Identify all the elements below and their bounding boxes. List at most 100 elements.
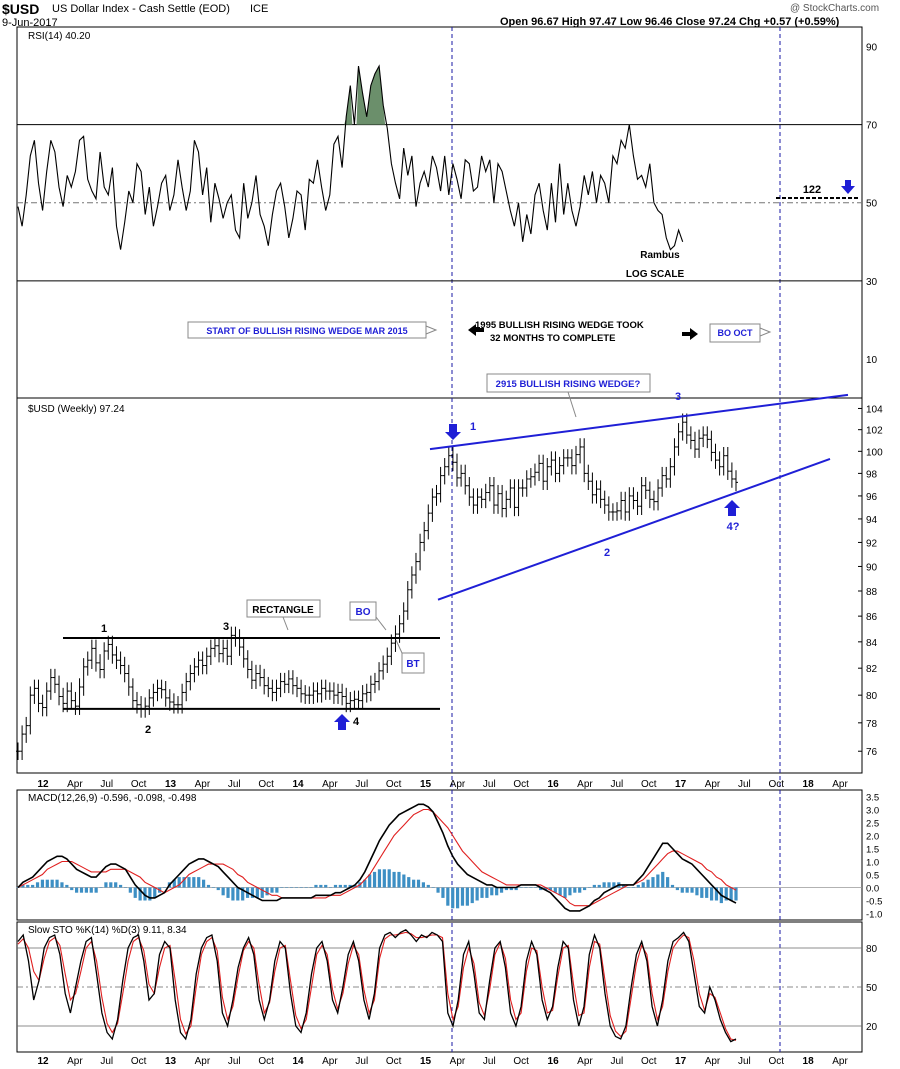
- macd-hist-bar: [84, 887, 88, 893]
- symbol: $USD: [2, 1, 40, 17]
- x-axis-label: Oct: [258, 779, 274, 790]
- stoch-d-line: [17, 931, 737, 1041]
- rsi-line: [17, 64, 684, 251]
- exchange: ICE: [250, 3, 269, 15]
- macd-hist-bar: [241, 887, 245, 901]
- stoch-tick-label: 20: [866, 1022, 878, 1033]
- macd-hist-bar: [75, 887, 79, 893]
- macd-hist-bar: [602, 882, 606, 888]
- macd-hist-bar: [529, 887, 533, 888]
- price-tick-label: 100: [866, 447, 883, 458]
- macd-hist-bar: [192, 877, 196, 888]
- x-axis-label-bottom: Oct: [513, 1056, 529, 1067]
- bo-pointer: [375, 616, 387, 631]
- macd-line: [17, 803, 737, 912]
- x-axis-label-bottom: Oct: [131, 1056, 147, 1067]
- macd-hist-bar: [31, 884, 35, 888]
- macd-hist-bar: [519, 887, 523, 888]
- x-axis-label: 13: [165, 779, 177, 790]
- macd-hist-bar: [65, 884, 69, 888]
- up-arrow-icon: [724, 500, 740, 516]
- x-axis-label-bottom: Apr: [195, 1056, 211, 1067]
- macd-hist-bar: [275, 887, 279, 893]
- macd-hist-bar: [128, 887, 132, 893]
- macd-hist-bar: [504, 887, 509, 891]
- x-axis-label-bottom: Apr: [705, 1056, 721, 1067]
- x-axis-label: Apr: [67, 779, 83, 790]
- macd-hist-bar: [123, 887, 128, 888]
- macd-hist-bar: [670, 884, 675, 888]
- x-axis-label: 14: [292, 779, 304, 790]
- macd-hist-bar: [260, 887, 264, 898]
- macd-hist-bar: [99, 887, 103, 888]
- macd-hist-bar: [35, 882, 40, 888]
- macd-hist-bar: [104, 882, 108, 888]
- start-wedge-pointer: [425, 325, 438, 335]
- wave-point-label-7: 4?: [727, 521, 740, 533]
- macd-hist-bar: [387, 869, 391, 888]
- macd-hist-bar: [133, 887, 137, 898]
- macd-hist-bar: [153, 887, 157, 898]
- x-axis-label: 12: [37, 779, 49, 790]
- x-axis-label-bottom: Jul: [228, 1056, 241, 1067]
- macd-hist-bar: [685, 887, 689, 893]
- macd-hist-bar: [26, 884, 30, 888]
- down-arrow-icon: [445, 424, 461, 440]
- rambus-label: Rambus: [640, 250, 680, 261]
- panel-frame-price: [16, 397, 863, 774]
- macd-hist-bar: [514, 887, 518, 891]
- x-axis-label-bottom: Jul: [738, 1056, 751, 1067]
- macd-hist-bar: [631, 887, 636, 888]
- x-axis-label: Jul: [738, 779, 751, 790]
- macd-hist-bar: [407, 877, 411, 888]
- up-arrow-icon: [334, 714, 350, 730]
- macd-hist-bar: [348, 884, 352, 888]
- macd-hist-bar: [392, 871, 396, 888]
- macd-hist-bar: [382, 869, 386, 888]
- x-axis-label-bottom: Oct: [768, 1056, 784, 1067]
- macd-hist-bar: [280, 887, 284, 888]
- price-tick-label: 76: [866, 747, 878, 758]
- x-axis-label: Apr: [195, 779, 211, 790]
- x-axis-label: Jul: [483, 779, 496, 790]
- down-arrow-icon: [841, 180, 855, 194]
- macd-hist-bar: [724, 887, 728, 901]
- macd-hist-bar: [695, 887, 699, 896]
- macd-hist-bar: [431, 887, 435, 888]
- x-axis-label-bottom: 17: [675, 1056, 687, 1067]
- rsi-tick-label: 70: [866, 121, 878, 132]
- macd-hist-bar: [558, 887, 562, 896]
- macd-hist-bar: [118, 884, 123, 888]
- x-axis-label-bottom: Jul: [355, 1056, 368, 1067]
- macd-hist-bar: [138, 887, 142, 901]
- x-axis-label: Oct: [513, 779, 529, 790]
- macd-hist-bar: [587, 887, 592, 888]
- x-axis-label-bottom: Apr: [577, 1056, 593, 1067]
- macd-hist-bar: [206, 884, 211, 888]
- macd-hist-bar: [285, 887, 289, 888]
- macd-tick-label: 2.0: [866, 832, 879, 843]
- x-axis-label: Jul: [610, 779, 623, 790]
- macd-hist-bar: [734, 887, 738, 901]
- macd-hist-bar: [304, 887, 308, 888]
- x-axis-label: 17: [675, 779, 687, 790]
- bt-label-box: [401, 652, 425, 674]
- macd-hist-bar: [626, 887, 631, 888]
- macd-hist-bar: [94, 887, 98, 893]
- macd-hist-bar: [343, 884, 347, 888]
- macd-hist-bar: [197, 877, 201, 888]
- x-axis-label: Oct: [131, 779, 147, 790]
- macd-hist-bar: [377, 869, 382, 888]
- wave-point-label-0: 1: [101, 623, 107, 635]
- price-tick-label: 94: [866, 515, 878, 526]
- right-arrow-icon: [682, 328, 698, 340]
- rsi-tick-label: 50: [866, 199, 878, 210]
- macd-hist-bar: [539, 887, 543, 891]
- macd-hist-bar: [524, 887, 528, 888]
- macd-hist-bar: [397, 871, 401, 888]
- macd-hist-bar: [21, 884, 25, 888]
- wedge-label: 2915 BULLISH RISING WEDGE?: [496, 379, 641, 390]
- macd-hist-bar: [680, 887, 684, 893]
- macd-hist-bar: [299, 887, 303, 888]
- macd-hist-bar: [216, 887, 220, 891]
